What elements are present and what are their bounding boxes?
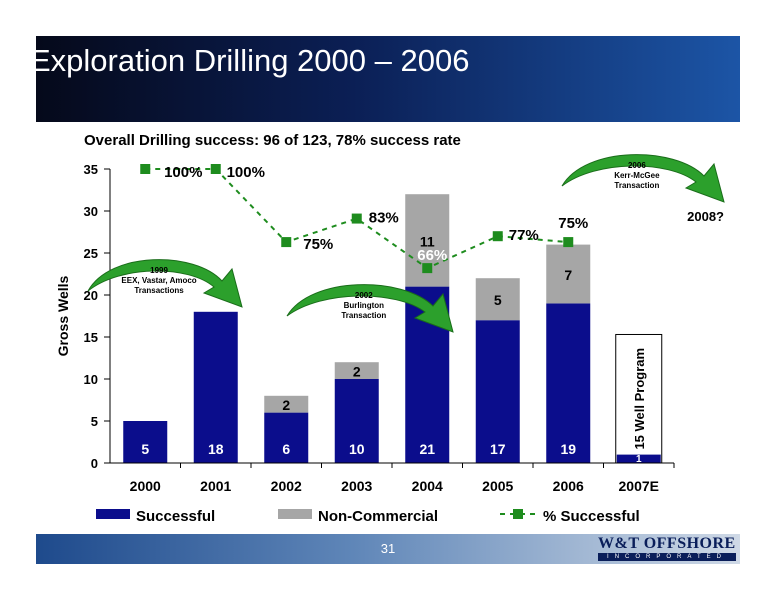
bar-label-successful: 21: [419, 441, 435, 457]
legend-label-non-commercial: Non-Commercial: [318, 508, 438, 525]
bar-label-non-commercial: 11: [420, 233, 435, 249]
bar-label-non-commercial: 7: [564, 267, 572, 283]
footer-bar: 31 W&T OFFSHORE INCORPORATED: [36, 534, 740, 564]
x-tick-label: 2004: [412, 478, 443, 494]
bar-label-non-commercial: 2: [282, 397, 290, 413]
title-bar: [36, 36, 740, 122]
x-tick-label: 2007E: [619, 478, 659, 494]
bar-successful: [475, 320, 520, 463]
x-tick-label: 2000: [130, 478, 161, 494]
bar-non-commercial: [334, 362, 379, 379]
line-label: 100%: [227, 164, 265, 181]
x-tick-label: 2001: [200, 478, 231, 494]
line-point: [422, 263, 433, 274]
annotation-text: 2006: [628, 161, 646, 170]
page-title: Exploration Drilling 2000 – 2006: [30, 43, 470, 78]
bar-successful: [334, 379, 379, 463]
bar-label-non-commercial: 2: [353, 364, 361, 380]
y-tick-label: 30: [84, 204, 98, 219]
x-tick-label: 2006: [553, 478, 584, 494]
bar-label-successful: 1: [636, 454, 642, 465]
arrow-shape: [561, 154, 725, 203]
bar-label-successful: 19: [560, 441, 576, 457]
bar-successful: [546, 303, 591, 463]
bar-label-successful: 5: [141, 441, 149, 457]
x-tick-label: 2005: [482, 478, 513, 494]
y-tick-label: 10: [84, 372, 98, 387]
line-label: 100%: [164, 164, 202, 181]
legend-swatch-non-commercial: [278, 509, 312, 519]
legend-label-successful: Successful: [136, 508, 215, 525]
line-label: 77%: [509, 227, 539, 244]
annotation-text: Transactions: [134, 286, 184, 295]
line-point: [351, 213, 362, 224]
bar-successful: [193, 311, 238, 463]
logo-text: W&T OFFSHORE: [598, 535, 736, 552]
annotation-text: Transaction: [614, 181, 659, 190]
logo-subtext: INCORPORATED: [598, 553, 736, 561]
y-tick-label: 20: [84, 288, 98, 303]
bar-non-commercial: [264, 395, 309, 413]
bar-successful: [123, 421, 168, 463]
bar-label-successful: 6: [282, 441, 290, 457]
bar-non-commercial: [546, 244, 591, 304]
y-tick-label: 15: [84, 330, 98, 345]
line-point: [281, 237, 292, 248]
y-tick-label: 5: [91, 414, 98, 429]
line-label: 66%: [417, 247, 447, 264]
chart-title: Overall Drilling success: 96 of 123, 78%…: [84, 132, 461, 149]
program-label: 15 Well Program: [632, 348, 647, 450]
y-tick-label: 25: [84, 246, 98, 261]
line-label: 75%: [303, 236, 333, 253]
line-label: 75%: [558, 215, 588, 232]
y-tick-label: 0: [91, 456, 98, 471]
line-point: [492, 231, 503, 242]
annotation-text: 2002: [355, 291, 373, 300]
line-point: [563, 237, 574, 248]
annotation-text: EEX, Vastar, Amoco: [121, 276, 196, 285]
y-axis-label: Gross Wells: [55, 275, 71, 356]
page-number: 31: [380, 541, 396, 556]
x-tick-label: 2002: [271, 478, 302, 494]
legend-marker: [513, 509, 523, 519]
bar-non-commercial: [475, 278, 520, 321]
bar-label-successful: 18: [208, 441, 224, 457]
arrow-shape: [87, 259, 243, 308]
annotation-text: Burlington: [344, 301, 385, 310]
company-logo: W&T OFFSHORE INCORPORATED: [598, 536, 736, 562]
arrow-shape: [286, 284, 454, 333]
annotation-text: 1999: [150, 266, 168, 275]
bar-successful: [264, 412, 309, 463]
line-point: [210, 164, 221, 174]
line-label: 83%: [369, 210, 399, 227]
legend-swatch-successful: [96, 509, 130, 519]
x-tick-label: 2003: [341, 478, 372, 494]
annotation-text: Kerr-McGee: [614, 171, 660, 180]
bar-label-successful: 17: [490, 441, 506, 457]
y-tick-label: 35: [84, 162, 98, 177]
bar-label-successful: 10: [349, 441, 365, 457]
annotation-2008: 2008?: [687, 209, 724, 224]
annotation-text: Transaction: [341, 311, 386, 320]
bar-label-non-commercial: 5: [494, 292, 502, 308]
line-point: [140, 164, 151, 174]
legend-label-percent-successful: % Successful: [543, 508, 640, 525]
bar-successful: [616, 454, 661, 463]
